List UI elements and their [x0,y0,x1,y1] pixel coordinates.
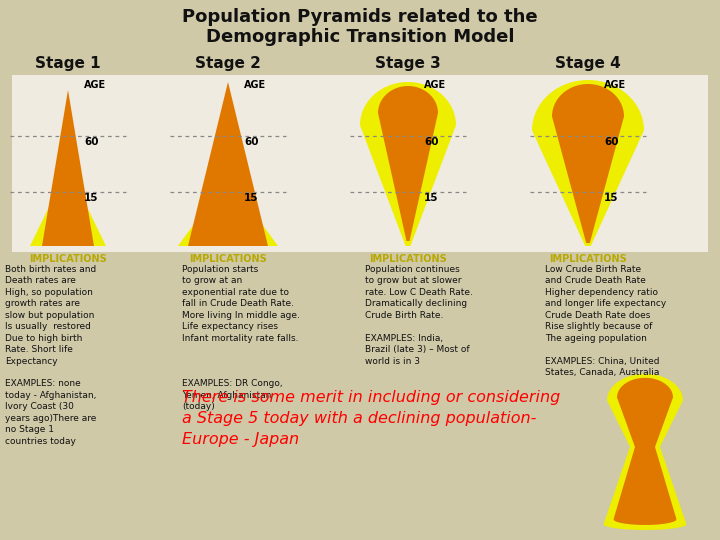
Polygon shape [84,200,106,246]
Text: IMPLICATIONS: IMPLICATIONS [29,254,107,264]
Text: AGE: AGE [604,80,626,90]
Text: AGE: AGE [244,80,266,90]
Text: Both birth rates and
Death rates are
High, so population
growth rates are
slow b: Both birth rates and Death rates are Hig… [5,265,96,446]
Polygon shape [188,82,268,246]
Text: There is some merit in including or considering
a Stage 5 today with a declining: There is some merit in including or cons… [182,390,560,447]
Polygon shape [248,205,278,246]
Text: 15: 15 [244,193,258,203]
Polygon shape [613,378,677,525]
Text: IMPLICATIONS: IMPLICATIONS [369,254,447,264]
Text: Stage 1: Stage 1 [35,56,101,71]
Text: IMPLICATIONS: IMPLICATIONS [189,254,267,264]
Text: 60: 60 [604,137,618,147]
Text: 60: 60 [424,137,438,147]
Text: 15: 15 [84,193,99,203]
Text: Stage 3: Stage 3 [375,56,441,71]
Polygon shape [532,80,644,246]
Polygon shape [552,84,624,243]
Polygon shape [42,90,94,246]
Text: Low Crude Birth Rate
and Crude Death Rate
Higher dependency ratio
and longer lif: Low Crude Birth Rate and Crude Death Rat… [545,265,666,377]
Polygon shape [603,374,687,530]
Text: 15: 15 [424,193,438,203]
Polygon shape [378,86,438,241]
Text: 15: 15 [604,193,618,203]
Text: AGE: AGE [424,80,446,90]
Polygon shape [178,205,208,246]
Text: AGE: AGE [84,80,106,90]
Text: Demographic Transition Model: Demographic Transition Model [206,28,514,46]
Bar [12,75,708,252]
Text: Population starts
to grow at an
exponential rate due to
fall in Crude Death Rate: Population starts to grow at an exponent… [182,265,300,411]
Polygon shape [360,82,456,246]
Text: 60: 60 [244,137,258,147]
Text: Stage 2: Stage 2 [195,56,261,71]
Text: IMPLICATIONS: IMPLICATIONS [549,254,627,264]
Text: Population Pyramids related to the: Population Pyramids related to the [182,8,538,26]
Text: 60: 60 [84,137,99,147]
Polygon shape [30,200,53,246]
Text: Stage 4: Stage 4 [555,56,621,71]
Text: Population continues
to grow but at slower
rate. Low C Death Rate.
Dramatically : Population continues to grow but at slow… [365,265,473,366]
